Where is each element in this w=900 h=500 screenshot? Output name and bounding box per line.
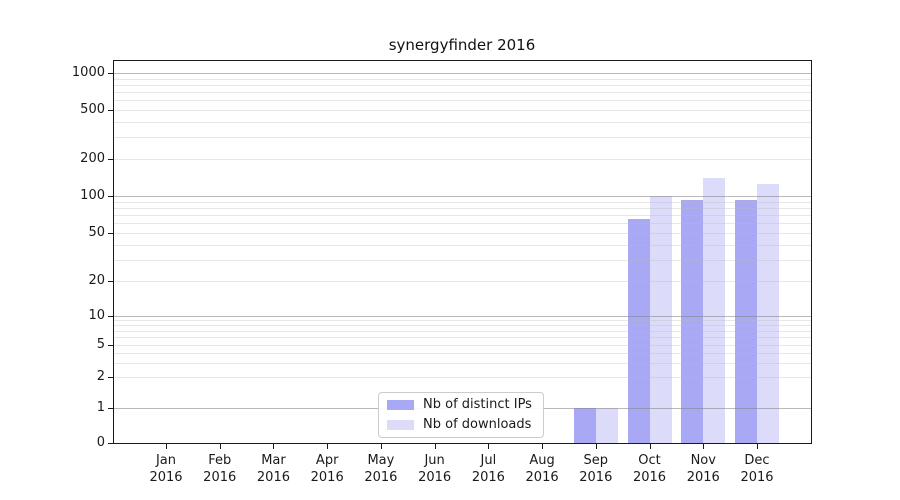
x-tick-mark	[542, 444, 544, 449]
gridline-minor	[114, 337, 811, 338]
x-tick-mark	[595, 444, 597, 449]
y-tick-label: 1	[96, 400, 105, 415]
x-tick-mark	[380, 444, 382, 449]
y-tick-mark	[108, 345, 113, 346]
gridline-minor	[114, 320, 811, 321]
y-tick-mark	[108, 196, 113, 197]
x-tick-label: Sep 2016	[579, 453, 613, 485]
bar-oct-distinct-ips	[627, 218, 650, 443]
y-tick-mark	[108, 281, 113, 282]
bar-nov-downloads	[703, 178, 726, 443]
gridline-minor	[114, 110, 811, 111]
x-tick-mark	[166, 444, 167, 449]
x-tick-label: May 2016	[364, 453, 398, 485]
bar-nov-distinct-ips	[681, 199, 704, 443]
y-tick-mark	[108, 159, 113, 160]
bar-oct-downloads	[649, 196, 672, 443]
y-tick-mark	[108, 110, 113, 111]
x-tick-label: Oct 2016	[632, 453, 667, 485]
x-tick-mark	[327, 444, 329, 449]
legend-item-distinct-ips: Nb of distinct IPs	[387, 397, 535, 413]
chart-title: synergyfinder 2016	[388, 36, 536, 54]
y-tick-label: 100	[80, 188, 105, 203]
x-tick-label: Jun 2016	[418, 453, 452, 485]
gridline-minor	[114, 331, 811, 332]
gridline-major	[114, 73, 811, 74]
y-tick-label: 50	[88, 225, 105, 240]
bar-dec-downloads	[757, 184, 779, 443]
y-tick-label: 20	[88, 273, 105, 288]
gridline-minor	[114, 159, 811, 160]
gridline-minor	[114, 215, 811, 216]
x-tick-mark	[219, 444, 221, 449]
gridline-minor	[114, 202, 811, 203]
x-tick-label: Jan 2016	[149, 453, 183, 485]
gridline-minor	[114, 377, 811, 378]
gridline-minor	[114, 122, 811, 123]
gridline-minor	[114, 260, 811, 261]
gridline-minor	[114, 363, 811, 364]
x-tick-label: Apr 2016	[310, 453, 344, 485]
gridline-minor	[114, 79, 811, 80]
x-tick-label: Nov 2016	[686, 453, 720, 485]
y-tick-label: 1000	[71, 65, 105, 80]
gridline-minor	[114, 137, 811, 138]
gridline-major	[114, 316, 811, 317]
x-tick-mark	[757, 444, 758, 449]
y-tick-label: 10	[88, 308, 105, 323]
x-tick-mark	[703, 444, 705, 449]
gridline-minor	[114, 345, 811, 346]
gridline-major	[114, 196, 811, 197]
y-tick-mark	[108, 408, 113, 409]
gridline-minor	[114, 208, 811, 209]
x-tick-mark	[649, 444, 651, 449]
y-tick-mark	[108, 73, 113, 74]
legend-swatch-downloads	[387, 420, 414, 430]
y-tick-mark	[108, 233, 113, 234]
x-tick-label: Jul 2016	[471, 453, 505, 485]
gridline-minor	[114, 245, 811, 246]
gridline-minor	[114, 100, 811, 101]
x-tick-label: Mar 2016	[256, 453, 290, 485]
gridline-minor	[114, 223, 811, 224]
legend-item-downloads: Nb of downloads	[387, 417, 535, 433]
gridline-minor	[114, 325, 811, 326]
legend-swatch-distinct-ips	[387, 400, 414, 410]
x-tick-mark	[434, 444, 436, 449]
gridline-minor	[114, 233, 811, 234]
x-tick-label: Aug 2016	[525, 453, 559, 485]
legend-label-downloads: Nb of downloads	[423, 417, 532, 432]
y-tick-label: 5	[96, 337, 105, 352]
x-tick-label: Dec 2016	[740, 453, 774, 485]
bar-sep-distinct-ips	[573, 408, 596, 443]
legend-label-distinct-ips: Nb of distinct IPs	[423, 397, 532, 412]
x-tick-mark	[488, 444, 490, 449]
x-tick-mark	[273, 444, 275, 449]
y-tick-label: 2	[96, 369, 105, 384]
gridline-minor	[114, 353, 811, 354]
gridline-minor	[114, 92, 811, 93]
gridline-minor	[114, 85, 811, 86]
legend: Nb of distinct IPs Nb of downloads	[378, 392, 544, 438]
bar-dec-distinct-ips	[735, 199, 757, 443]
y-tick-mark	[108, 377, 113, 378]
y-tick-label: 0	[96, 435, 105, 450]
gridline-minor	[114, 281, 811, 282]
x-tick-label: Feb 2016	[203, 453, 237, 485]
y-tick-mark	[108, 316, 113, 317]
y-tick-label: 200	[80, 151, 105, 166]
y-tick-label: 500	[80, 102, 105, 117]
y-tick-mark	[108, 443, 113, 444]
bar-sep-downloads	[595, 408, 618, 443]
